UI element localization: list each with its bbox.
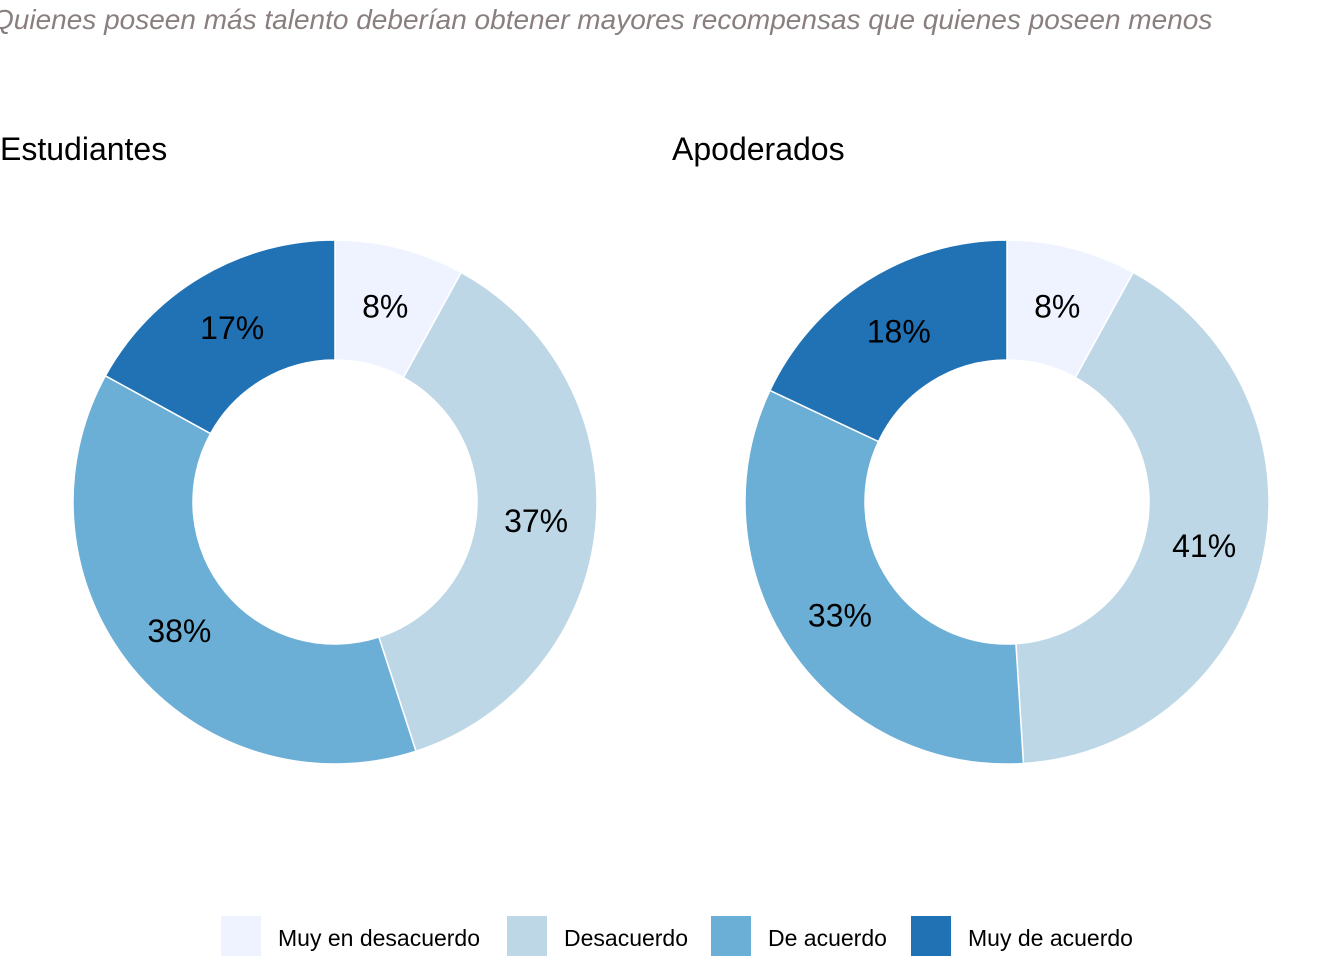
- slice-label-de-acuerdo: 33%: [808, 598, 872, 634]
- slice-muy-de-acuerdo: [104, 239, 336, 435]
- donut-panel-apoderados: Apoderados 8% 41% 33% 18%: [672, 131, 1270, 765]
- legend-label: Muy en desacuerdo: [278, 925, 480, 951]
- slice-de-acuerdo: [72, 374, 417, 765]
- legend-swatch: [711, 916, 751, 956]
- legend-swatch: [221, 916, 261, 956]
- legend-swatch: [911, 916, 951, 956]
- slice-label-muy-de-acuerdo: 17%: [200, 310, 264, 346]
- slice-label-desacuerdo: 37%: [504, 503, 568, 539]
- legend: Muy en desacuerdo Desacuerdo De acuerdo Muy…: [221, 916, 1133, 956]
- slice-label-desacuerdo: 41%: [1172, 528, 1236, 564]
- slice-desacuerdo: [1015, 271, 1270, 765]
- panel-title: Apoderados: [672, 131, 845, 167]
- donut-panel-estudiantes: Estudiantes 8% 37% 38% 17%: [0, 131, 598, 765]
- legend-label: Muy de acuerdo: [968, 925, 1133, 951]
- legend-swatch: [507, 916, 547, 956]
- chart-subtitle: Quienes poseen más talento deberían obte…: [0, 4, 1213, 35]
- slice-label-muy-en-desacuerdo: 8%: [1034, 288, 1080, 324]
- legend-label: Desacuerdo: [564, 925, 688, 951]
- panel-title: Estudiantes: [0, 131, 167, 167]
- legend-item-desacuerdo: Desacuerdo: [507, 916, 688, 956]
- slice-label-de-acuerdo: 38%: [147, 613, 211, 649]
- legend-item-de-acuerdo: De acuerdo: [711, 916, 887, 956]
- legend-label: De acuerdo: [768, 925, 887, 951]
- legend-item-muy-de-acuerdo: Muy de acuerdo: [911, 916, 1133, 956]
- slice-de-acuerdo: [744, 389, 1025, 765]
- slice-desacuerdo: [377, 271, 598, 753]
- legend-item-muy-en-desacuerdo: Muy en desacuerdo: [221, 916, 480, 956]
- slice-muy-de-acuerdo: [768, 239, 1008, 443]
- slice-label-muy-de-acuerdo: 18%: [867, 313, 931, 349]
- slice-label-muy-en-desacuerdo: 8%: [362, 288, 408, 324]
